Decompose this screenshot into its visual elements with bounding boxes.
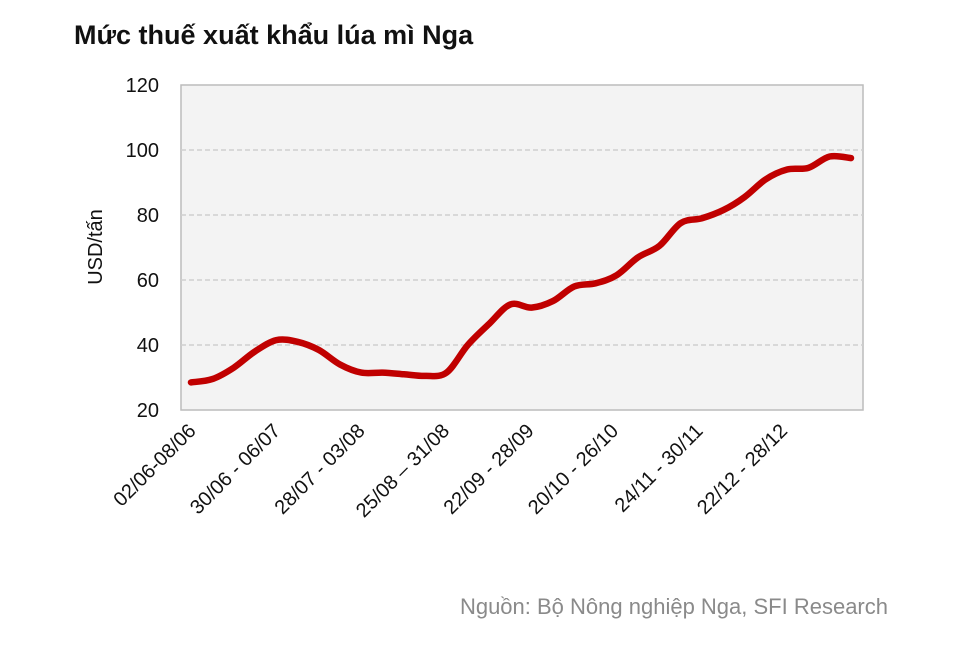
y-tick-label: 80	[137, 205, 159, 227]
y-tick-label: 20	[137, 400, 159, 422]
y-axis-label: USD/tấn	[85, 209, 107, 285]
series-line	[187, 152, 855, 386]
x-tick-label: 02/06-08/06	[109, 420, 200, 511]
y-tick-label: 60	[137, 270, 159, 292]
x-tick-label: 20/10 - 26/10	[524, 420, 623, 519]
chart-title: Mức thuế xuất khẩu lúa mì Nga	[74, 20, 474, 50]
source-note: Nguồn: Bộ Nông nghiệp Nga, SFI Research	[459, 594, 888, 619]
x-tick-label: 22/12 - 28/12	[693, 420, 792, 519]
y-tick-label: 120	[126, 75, 159, 97]
y-tick-label: 100	[126, 140, 159, 162]
plot-area	[180, 84, 864, 411]
y-tick-label: 40	[137, 335, 159, 357]
